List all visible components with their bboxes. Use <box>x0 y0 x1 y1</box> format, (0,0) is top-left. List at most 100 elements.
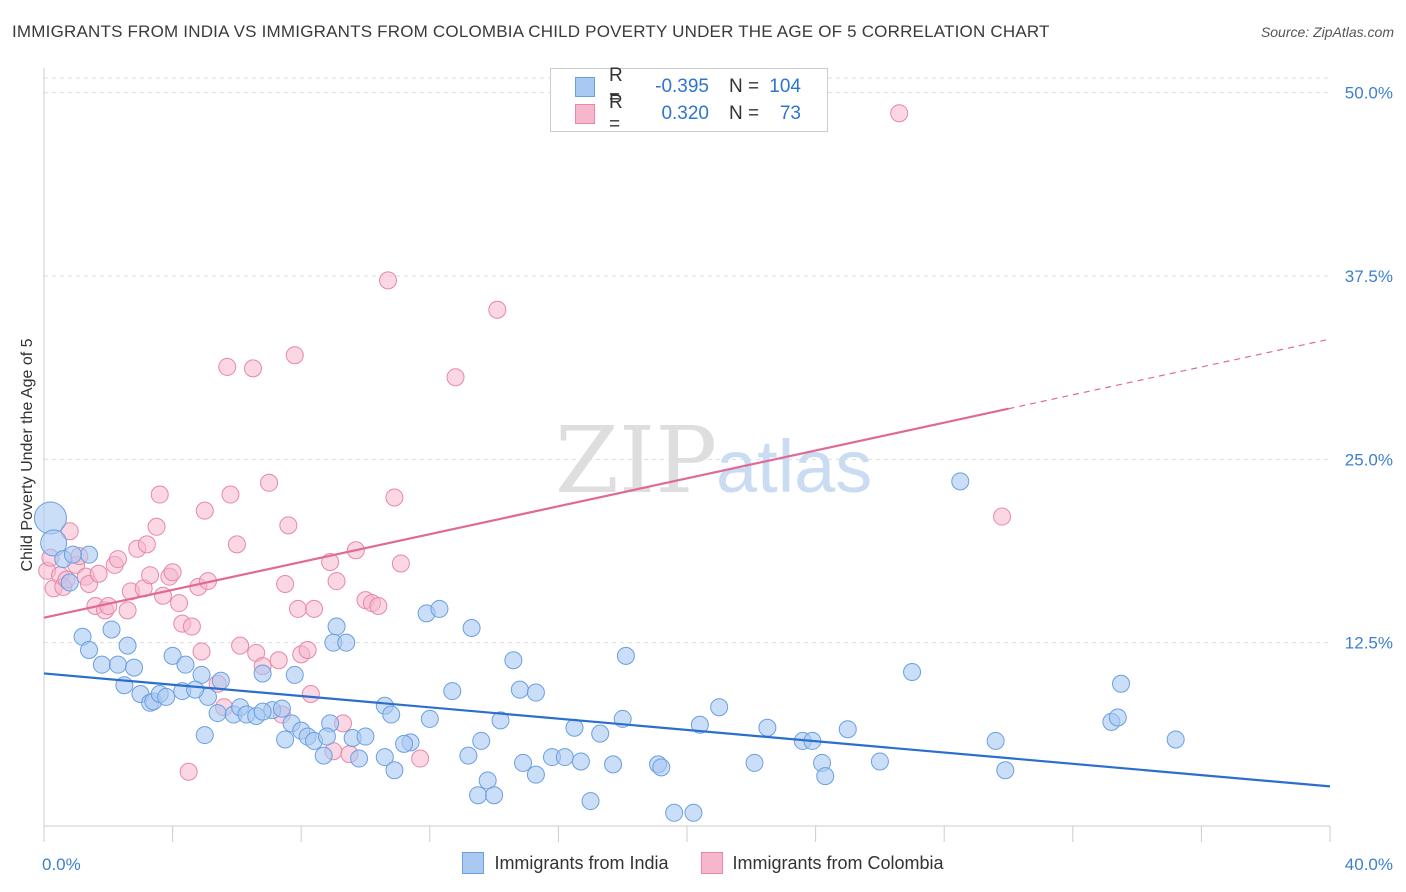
colombia-point <box>108 550 127 569</box>
india-point <box>40 529 68 557</box>
india-point <box>581 792 600 811</box>
india-point <box>504 651 523 670</box>
series-legend: Immigrants from India Immigrants from Co… <box>0 852 1406 874</box>
legend-colombia-label: Immigrants from Colombia <box>732 852 944 873</box>
india-point <box>491 711 510 730</box>
colombia-point <box>369 597 388 615</box>
colombia-point <box>218 357 237 376</box>
legend-india-label: Immigrants from India <box>494 852 669 873</box>
india-point <box>285 665 304 684</box>
india-point <box>208 704 227 723</box>
india-point <box>375 748 394 767</box>
india-r-value: -0.395 <box>655 76 709 97</box>
india-point <box>186 680 205 699</box>
colombia-point <box>179 762 198 781</box>
colombia-point <box>285 346 304 365</box>
colombia-point <box>147 517 166 536</box>
series-india <box>33 472 1185 822</box>
watermark-zip: ZIP <box>555 407 717 514</box>
india-point <box>272 699 291 718</box>
colombia-point <box>446 368 465 387</box>
india-point <box>951 472 970 491</box>
legend-item-india: Immigrants from India <box>462 852 669 874</box>
india-point <box>33 501 67 535</box>
india-point <box>382 705 401 724</box>
india-point <box>745 753 764 772</box>
colombia-point <box>260 473 279 492</box>
colombia-point <box>182 617 201 636</box>
colombia-trend-extension <box>1008 338 1331 410</box>
india-point <box>430 599 449 618</box>
india-point <box>102 620 121 639</box>
grid-lines <box>44 77 1330 644</box>
india-point <box>350 749 369 768</box>
india-point <box>314 746 333 765</box>
axes <box>43 68 1331 842</box>
colombia-point <box>327 572 346 591</box>
india-point <box>472 731 491 750</box>
india-point <box>60 573 79 592</box>
india-point <box>514 753 533 772</box>
colombia-point <box>276 575 295 593</box>
india-point <box>510 680 529 699</box>
india-point <box>157 687 176 706</box>
colombia-point <box>391 554 410 573</box>
y-tick-label: 12.5% <box>1345 634 1393 653</box>
colombia-point <box>288 599 307 618</box>
india-point <box>108 655 127 674</box>
legend-colombia-swatch <box>700 852 723 874</box>
colombia-point <box>227 535 246 554</box>
india-point <box>652 758 671 777</box>
colombia-point <box>163 563 182 582</box>
x-tick-label-max: 40.0% <box>1345 855 1393 874</box>
india-trend-line <box>43 672 1331 788</box>
india-point <box>211 671 230 690</box>
india-point <box>903 663 922 681</box>
india-point <box>469 786 488 805</box>
india-point <box>870 752 889 771</box>
legend-item-colombia: Immigrants from Colombia <box>700 852 944 874</box>
colombia-point <box>488 300 507 319</box>
india-point <box>395 734 414 753</box>
colombia-point <box>385 488 404 507</box>
india-n-label: N = <box>729 76 760 97</box>
y-tick-label: 25.0% <box>1345 450 1393 469</box>
legend-india-swatch <box>462 852 485 874</box>
india-point <box>526 683 545 702</box>
colombia-point <box>89 564 108 583</box>
colombia-point <box>993 507 1012 526</box>
colombia-point <box>137 535 156 554</box>
y-tick-label: 50.0% <box>1345 84 1393 103</box>
legend-row-colombia: R = 0.320 N = 73 <box>575 92 801 135</box>
india-point <box>327 617 346 636</box>
india-point <box>443 682 462 701</box>
india-point <box>420 709 439 728</box>
colombia-r-value: 0.320 <box>661 103 709 124</box>
india-point <box>125 658 144 677</box>
colombia-point <box>379 271 398 290</box>
colombia-point <box>298 641 317 659</box>
india-r-label: R = <box>609 65 623 108</box>
india-point <box>337 633 356 652</box>
colombia-point <box>141 566 160 585</box>
colombia-point <box>890 104 909 123</box>
india-point <box>462 619 481 637</box>
india-point <box>565 718 584 737</box>
colombia-point <box>195 501 214 520</box>
chart-title: IMMIGRANTS FROM INDIA VS IMMIGRANTS FROM… <box>12 22 1050 41</box>
india-point <box>690 715 709 734</box>
india-point <box>665 803 684 822</box>
india-point <box>996 761 1015 780</box>
colombia-point <box>243 359 262 378</box>
india-point <box>459 746 478 765</box>
india-point <box>80 545 99 564</box>
colombia-swatch <box>575 104 595 124</box>
y-axis-label: Child Poverty Under the Age of 5 <box>19 338 36 572</box>
india-point <box>253 664 272 683</box>
india-point <box>684 803 703 822</box>
india-point <box>253 702 272 721</box>
india-point <box>604 755 623 774</box>
tick-labels: 12.5% 25.0% 37.5% 50.0% 0.0% 40.0% <box>42 84 1393 874</box>
india-point <box>526 765 545 784</box>
